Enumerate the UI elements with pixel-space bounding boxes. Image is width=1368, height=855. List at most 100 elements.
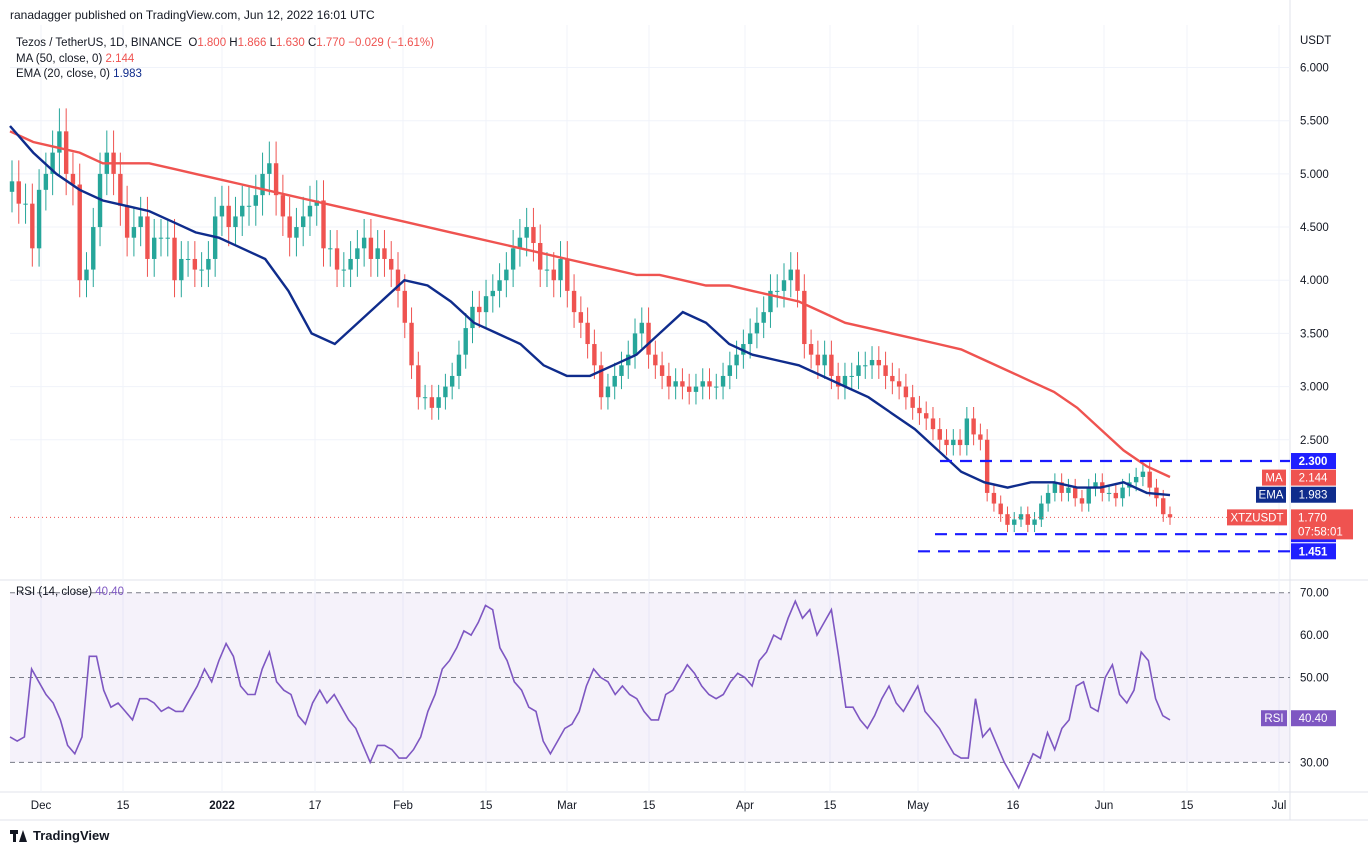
time-tick-label: 15 (117, 800, 130, 812)
ma-legend-value: 2.144 (105, 52, 135, 65)
symbol-tag-value: 1.770 (1298, 512, 1327, 524)
high-label: H (229, 37, 238, 49)
candle-body (138, 216, 143, 228)
candle-body (1093, 482, 1098, 488)
candle-body (693, 386, 699, 392)
open-value: 1.800 (197, 37, 227, 49)
main-legend: Tezos / TetherUS, 1D, BINANCE O1.800 H1.… (16, 36, 434, 83)
candle-body (551, 269, 556, 281)
candle-body (829, 354, 834, 376)
candle-body (1113, 492, 1119, 499)
candle-body (964, 418, 970, 446)
candle-body (957, 439, 963, 446)
candle-body (158, 237, 164, 239)
candle-body (233, 216, 238, 228)
candle-body (240, 205, 245, 217)
candle-body (185, 258, 191, 260)
candle-body (910, 397, 915, 408)
candle-body (585, 322, 590, 345)
open-label: O (188, 37, 198, 49)
candle-body (1045, 492, 1051, 504)
price-tick-label: 4.500 (1300, 222, 1329, 234)
candle-body (402, 290, 407, 323)
candle-body (510, 248, 516, 270)
candle-body (1147, 471, 1152, 488)
candle-body (991, 492, 997, 504)
candle-body (470, 306, 475, 329)
candle-body (1086, 487, 1091, 504)
candle-body (720, 375, 726, 387)
close-value: 1.770 (316, 37, 346, 49)
candle-body (1140, 471, 1146, 477)
price-tag-name-bg (1262, 469, 1286, 486)
time-tick-label: 16 (1007, 800, 1020, 812)
ma-legend-row[interactable]: MA (50, close, 0) 2.144 (16, 52, 434, 68)
candle-body (70, 173, 76, 185)
rsi-tag-name: RSI (1264, 713, 1283, 725)
candle-body (700, 381, 705, 387)
candle-body (77, 184, 82, 281)
ema-20-line (9, 125, 1171, 497)
candle-body (951, 439, 956, 446)
time-tick-label: 15 (824, 800, 837, 812)
time-tick-label: 15 (643, 800, 656, 812)
symbol-value-bg (1291, 509, 1353, 540)
rsi-legend-value: 40.40 (95, 586, 125, 598)
candle-body (788, 269, 793, 281)
publisher-line: ranadagger published on TradingView.com,… (10, 8, 375, 22)
time-tick-label: Jul (1272, 800, 1287, 812)
candle-body (802, 290, 807, 345)
price-tag-value: 2.144 (1299, 473, 1328, 485)
candle-body (321, 200, 326, 249)
symbol-title[interactable]: Tezos / TetherUS, 1D, BINANCE (16, 37, 182, 49)
rsi-tag-value-bg (1291, 710, 1336, 727)
candle-body (795, 269, 800, 291)
tradingview-logo[interactable]: TradingView (10, 828, 109, 843)
candle-body (734, 354, 739, 366)
time-tick-label: 17 (309, 800, 322, 812)
candle-body (355, 248, 360, 259)
candle-body (273, 163, 279, 196)
candle-body (727, 365, 733, 376)
candle-body (1039, 503, 1044, 520)
candle-body (1032, 519, 1037, 525)
time-tick-label: Feb (393, 800, 413, 812)
candle-body (842, 375, 848, 387)
price-tag-name: EMA (1259, 490, 1284, 502)
candle-body (307, 205, 313, 217)
candle-body (43, 173, 49, 190)
candle-body (612, 375, 617, 387)
candle-body (565, 258, 570, 291)
candle-body (863, 365, 868, 367)
candle-body (206, 258, 211, 270)
high-value: 1.866 (237, 37, 267, 49)
tradingview-logo-icon (10, 829, 28, 842)
price-tick-label: 5.000 (1300, 169, 1329, 181)
price-tick-label: 2.500 (1300, 435, 1329, 447)
level-tag-bg (1291, 453, 1336, 470)
candle-body (761, 312, 766, 323)
candle-body (598, 365, 604, 398)
time-tick-label: Apr (736, 800, 754, 812)
candle-body (619, 365, 624, 376)
ema-legend-row[interactable]: EMA (20, close, 0) 1.983 (16, 67, 434, 83)
low-label: L (269, 37, 276, 49)
candle-body (849, 375, 854, 377)
rsi-legend[interactable]: RSI (14, close) 40.40 (16, 586, 124, 598)
candle-body (1161, 498, 1166, 515)
candles-group (9, 108, 1173, 533)
candle-body (544, 269, 550, 271)
candle-body (449, 375, 455, 387)
candle-body (456, 354, 462, 376)
price-tag-value: 1.983 (1299, 490, 1328, 502)
candle-body (754, 322, 760, 334)
price-tag-name-bg (1256, 486, 1286, 503)
price-tick-label: 4.000 (1300, 275, 1329, 287)
change-value: −0.029 (−1.61%) (348, 37, 434, 49)
candle-body (416, 365, 421, 398)
candle-body (538, 243, 543, 270)
price-tag-value-bg (1291, 469, 1336, 486)
candle-body (30, 203, 35, 249)
candle-body (348, 258, 353, 270)
